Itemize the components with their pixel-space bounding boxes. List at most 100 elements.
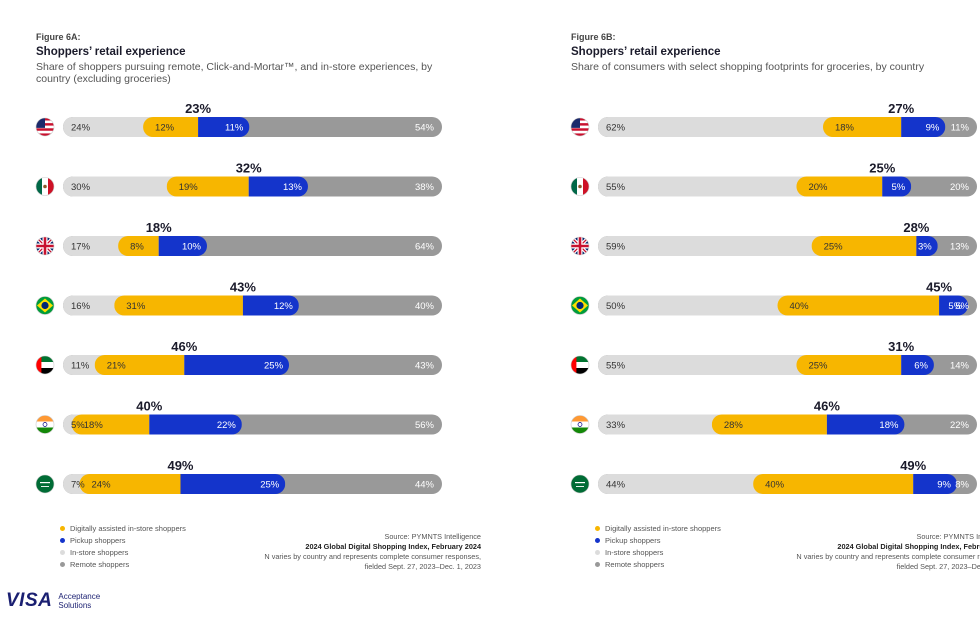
flag-canton: [36, 118, 45, 128]
legend-dot-digital: [595, 525, 600, 531]
flag-emblem: [578, 184, 582, 189]
bar-digital: [79, 474, 181, 494]
label-click-and-mortar-total: 32%: [236, 161, 262, 176]
chart-row: 11% 21% 25% 43% 46%: [35, 339, 442, 375]
flag-band: [571, 368, 589, 374]
label-remote: 13%: [950, 242, 970, 253]
flag-chakra: [42, 422, 48, 427]
bar-click-and-mortar: [166, 176, 308, 197]
uk-flag-icon: [36, 237, 54, 255]
flag-ring: [35, 296, 55, 315]
flag-band: [36, 427, 54, 434]
bar-pickup: [158, 236, 207, 256]
chart-row: 44% 40% 9% 8% 49%: [570, 458, 977, 494]
flag-band: [571, 356, 589, 362]
uae-flag-icon: [36, 356, 54, 374]
us-flag-icon: [571, 118, 589, 136]
bar-pickup: [248, 176, 308, 197]
label-click-and-mortar-total: 45%: [926, 280, 952, 295]
label-remote: 64%: [415, 242, 435, 253]
legend-item-digital: Digitally assisted in-store shoppers: [60, 522, 186, 534]
label-remote: 8%: [955, 480, 969, 491]
bar-digital: [796, 355, 902, 375]
legend-item-instore: In-store shoppers: [60, 546, 186, 558]
label-remote: 54%: [415, 123, 435, 134]
figure-label: Figure 6A:: [36, 32, 81, 42]
bar-digital: [753, 474, 914, 494]
brazil-flag-icon: [36, 296, 54, 315]
label-click-and-mortar-total: 31%: [888, 339, 914, 354]
saudi-arabia-flag-icon: [571, 475, 589, 493]
label-digital: 21%: [107, 361, 127, 372]
bar-pickup: [882, 176, 912, 197]
bar-pickup: [198, 117, 250, 137]
label-remote: 43%: [415, 361, 435, 372]
flag-ring: [570, 474, 590, 494]
figure-6a-panel: Figure 6A: Shoppers’ retail experience S…: [35, 0, 481, 600]
stacked-bar-chart-6b: 62% 18% 9% 11% 27% 55% 20% 5% 20% 25% 59% 25% 3% 13% 2…: [570, 101, 977, 494]
flag-globe: [576, 301, 584, 310]
source-note: Source: PYMNTS Intelligence 2024 Global …: [264, 532, 481, 571]
flag-band: [36, 356, 54, 362]
bar-digital: [777, 295, 940, 316]
label-click-and-mortar-total: 43%: [230, 280, 256, 295]
label-digital: 20%: [808, 182, 828, 193]
bar-pickup: [901, 117, 946, 137]
label-instore: 55%: [606, 182, 626, 193]
flag-chakra: [577, 422, 583, 427]
legend-dot-remote: [595, 561, 600, 567]
bar-click-and-mortar: [753, 474, 957, 494]
chart-subtitle: Share of consumers with select shopping …: [571, 61, 925, 73]
legend-dot-remote: [60, 561, 65, 567]
legend: Digitally assisted in-store shoppers Pic…: [595, 522, 721, 570]
label-digital: 18%: [84, 420, 104, 431]
legend: Digitally assisted in-store shoppers Pic…: [60, 522, 186, 570]
bar-click-and-mortar: [796, 355, 934, 375]
bar-pickup: [149, 414, 242, 435]
flag-cross-red: [571, 237, 589, 255]
flag-cross-red: [36, 237, 54, 255]
flag-band: [36, 368, 54, 374]
india-flag-icon: [571, 415, 589, 434]
label-pickup: 18%: [879, 420, 899, 431]
chart-title: Shoppers’ retail experience: [571, 46, 721, 58]
brazil-flag-icon: [571, 296, 589, 315]
chart-row: 33% 28% 18% 22% 46%: [570, 399, 977, 435]
label-pickup: 3%: [918, 242, 932, 253]
bar-click-and-mortar: [79, 474, 286, 494]
bar-digital: [71, 414, 150, 435]
legend-dot-digital: [60, 525, 65, 531]
flag-band: [571, 427, 589, 434]
legend-dot-instore: [60, 549, 65, 555]
flag-stripe: [36, 128, 54, 131]
flag-field: [571, 475, 589, 493]
chart-title: Shoppers’ retail experience: [36, 46, 186, 58]
flag-band: [36, 177, 42, 196]
legend-dot-pickup: [60, 537, 65, 543]
uk-flag-icon: [571, 237, 589, 255]
flag-band: [48, 177, 54, 196]
bar-pickup: [242, 295, 299, 316]
label-remote: 38%: [415, 182, 435, 193]
flag-sword: [41, 486, 49, 487]
flag-hoist: [36, 356, 42, 374]
flag-ring: [570, 177, 590, 196]
label-click-and-mortar-total: 40%: [136, 399, 162, 414]
india-flag-icon: [36, 415, 54, 434]
flag-band: [583, 177, 589, 196]
visa-acceptance-solutions-logo: VISA Acceptance Solutions: [6, 590, 118, 612]
bar-pickup: [939, 295, 969, 316]
flag-stripe: [571, 130, 589, 134]
chart-row: 55% 25% 6% 14% 31%: [570, 339, 977, 375]
label-pickup: 9%: [937, 480, 951, 491]
chart-subtitle: Share of shoppers pursuing remote, Click…: [36, 61, 433, 85]
flag-band: [571, 177, 577, 196]
bar-pickup: [916, 236, 938, 256]
label-pickup: 5%: [948, 301, 962, 312]
label-instore: 62%: [606, 123, 626, 134]
label-remote: 40%: [415, 301, 435, 312]
flag-band: [571, 362, 589, 368]
bar-digital: [796, 176, 883, 197]
label-digital: 18%: [835, 123, 855, 134]
bar-click-and-mortar: [71, 414, 242, 435]
